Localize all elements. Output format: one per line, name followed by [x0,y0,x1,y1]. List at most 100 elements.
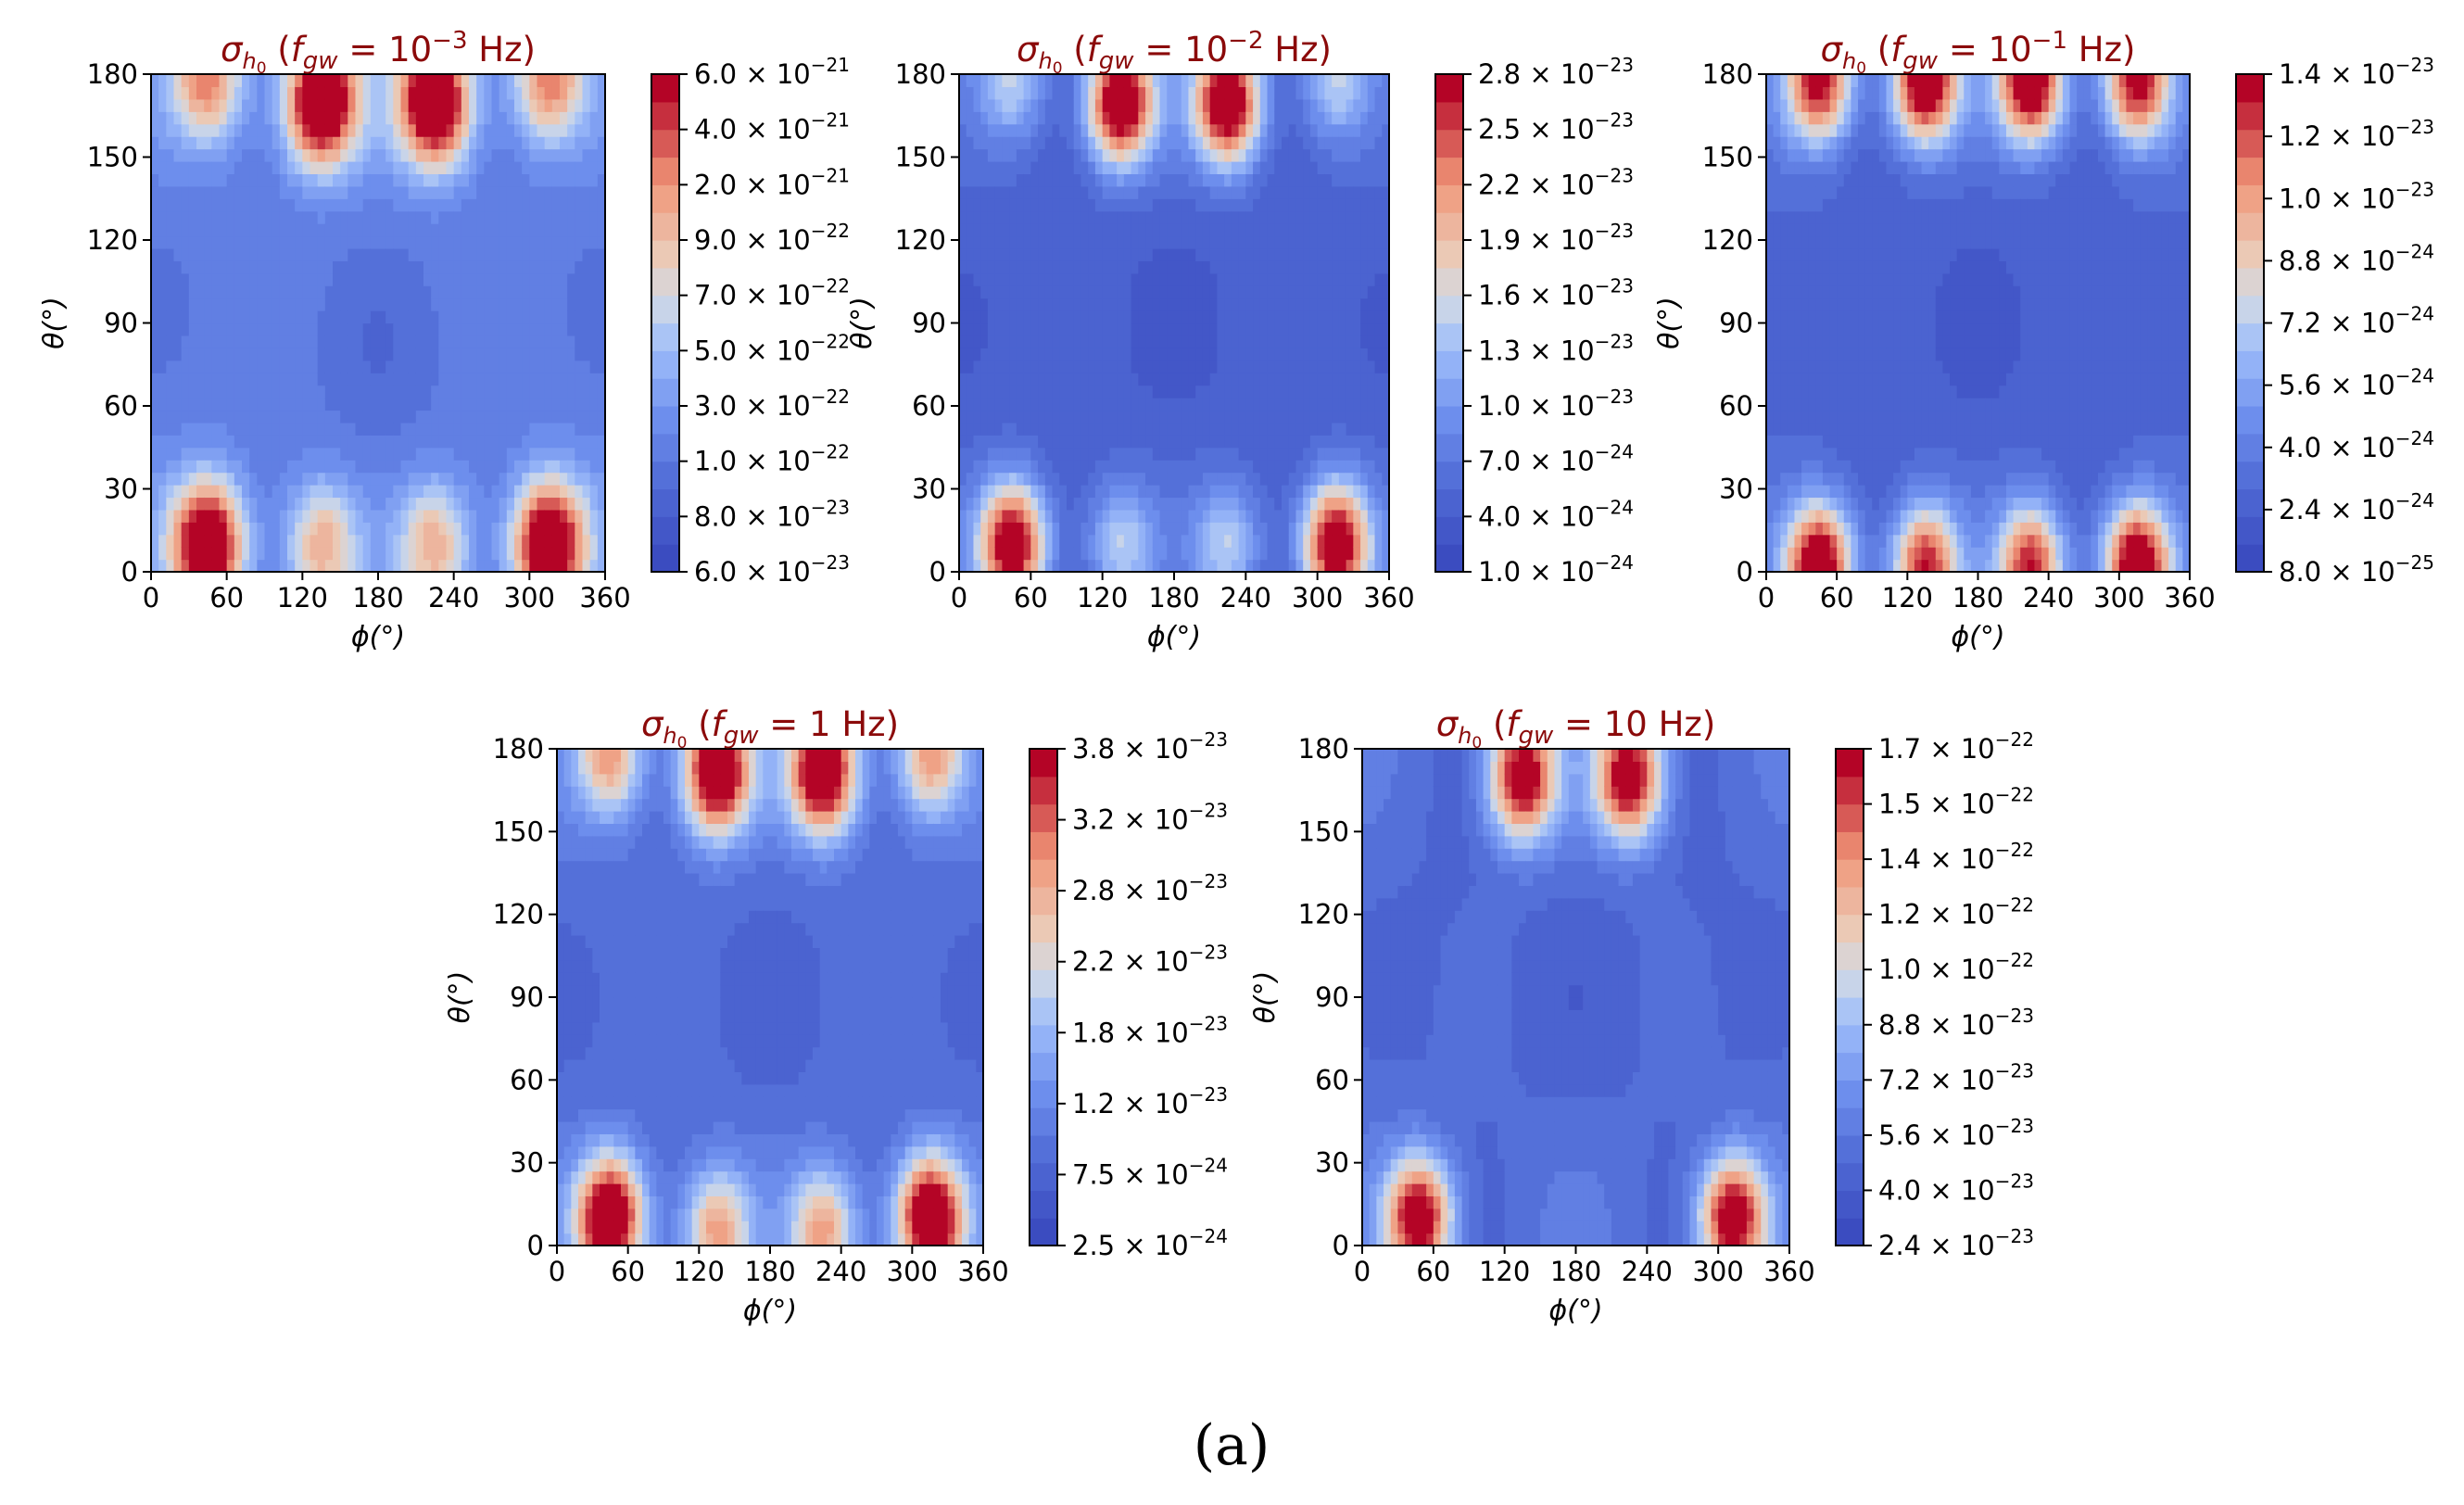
heatmap-cell [973,323,980,336]
heatmap-cell [385,386,394,398]
heatmap-cell [295,360,303,373]
heatmap-cell [1002,323,1009,336]
heatmap-cell [1303,348,1310,360]
heatmap-cell [196,398,205,411]
heatmap-cell [220,223,228,236]
heatmap-cell [196,473,205,486]
heatmap-cell [1059,386,1067,398]
heatmap-cell [590,460,599,473]
heatmap-cell [318,497,326,510]
heatmap-cell [1103,348,1110,360]
heatmap-cell [1310,111,1318,124]
heatmap-cell [967,99,974,112]
heatmap-cell [484,310,492,323]
heatmap-cell [227,473,235,486]
heatmap-cell [995,373,1003,386]
heatmap-cell [1289,236,1296,249]
heatmap-cell [1203,211,1210,224]
heatmap-cell [476,448,485,461]
heatmap-cell [1074,510,1081,523]
heatmap-cell [242,310,250,323]
heatmap-cell [1009,161,1017,174]
heatmap-cell [476,398,485,411]
heatmap-cell [1109,173,1117,186]
heatmap-cell [1368,149,1375,162]
heatmap-cell [196,535,205,548]
heatmap-cell [484,522,492,535]
heatmap-cell [363,560,372,573]
heatmap-cell [1239,460,1246,473]
heatmap-cell [333,435,341,448]
heatmap-cell [158,285,167,298]
heatmap-cell [1339,285,1346,298]
heatmap-cell [537,136,546,149]
heatmap-cell [1268,198,1275,211]
heatmap-cell [287,348,296,360]
heatmap-cell [174,460,183,473]
heatmap-cell [1339,435,1346,448]
heatmap-cell [1245,285,1253,298]
heatmap-cell [1080,223,1088,236]
heatmap-cell [1002,173,1009,186]
heatmap-cell [333,373,341,386]
heatmap-cell [567,335,575,348]
heatmap-cell [295,236,303,249]
heatmap-cell [552,323,561,336]
heatmap-cell [378,186,386,199]
heatmap-cell [1024,310,1031,323]
heatmap-cell [1324,448,1332,461]
heatmap-cell [204,248,212,261]
heatmap-cell [196,448,205,461]
heatmap-cell [522,386,530,398]
heatmap-cell [249,485,258,498]
heatmap-cell [469,99,477,112]
heatmap-cell [1002,386,1009,398]
heatmap-cell [347,86,356,99]
heatmap-cell [447,348,455,360]
heatmap-cell [1024,86,1031,99]
heatmap-cell [393,460,401,473]
heatmap-cell [1346,398,1354,411]
heatmap-cell [484,398,492,411]
heatmap-cell [242,398,250,411]
heatmap-cell [438,373,447,386]
heatmap-cell [1339,211,1346,224]
heatmap-cell [310,285,319,298]
heatmap-cell [1368,435,1375,448]
heatmap-cell [454,410,462,423]
heatmap-cell [567,285,575,298]
heatmap-cell [529,186,537,199]
heatmap-cell [537,99,546,112]
heatmap-cell [204,348,212,360]
heatmap-cell [590,497,599,510]
y-tick-label: 150 [895,142,946,173]
heatmap-cell [393,335,401,348]
heatmap-cell [1303,398,1310,411]
heatmap-cell [1009,335,1017,348]
heatmap-cell [401,173,410,186]
heatmap-cell [1080,398,1088,411]
colorbar-level [651,378,679,406]
heatmap-cell [333,99,341,112]
heatmap-cell [1375,198,1383,211]
heatmap-cell [385,373,394,386]
heatmap-cell [371,111,379,124]
heatmap-cell [1360,124,1368,137]
heatmap-cell [1332,497,1339,510]
heatmap-cell [980,423,988,436]
heatmap-cell [1067,448,1074,461]
heatmap-cell [545,386,553,398]
heatmap-cell [347,236,356,249]
heatmap-cell [507,460,515,473]
heatmap-cell [1766,111,1774,124]
heatmap-cell [204,560,212,573]
heatmap-cell [220,360,228,373]
heatmap-cell [1103,473,1110,486]
heatmap-cell [325,423,334,436]
heatmap-cell [507,136,515,149]
heatmap-cell [1160,136,1168,149]
heatmap-cell [484,373,492,386]
heatmap-cell [363,510,372,523]
heatmap-cell [507,497,515,510]
heatmap-cell [333,136,341,149]
